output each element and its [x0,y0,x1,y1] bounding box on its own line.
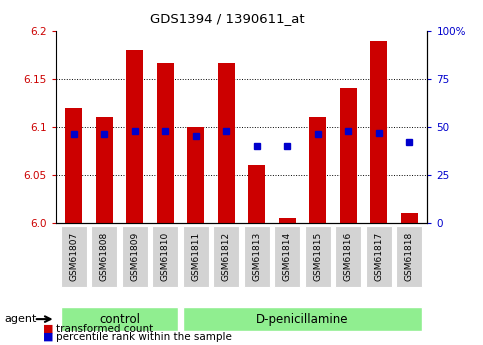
Text: percentile rank within the sample: percentile rank within the sample [56,332,231,342]
Text: transformed count: transformed count [56,324,153,334]
Bar [370,41,387,223]
Text: control: control [99,313,140,326]
Text: GSM61807: GSM61807 [70,232,78,281]
FancyBboxPatch shape [274,226,300,287]
FancyBboxPatch shape [305,226,331,287]
Text: GSM61809: GSM61809 [130,232,139,281]
Bar [96,117,113,223]
Text: GSM61814: GSM61814 [283,232,292,281]
Text: GSM61818: GSM61818 [405,232,413,281]
Text: D-penicillamine: D-penicillamine [256,313,349,326]
Bar [66,108,82,223]
Text: agent: agent [5,314,37,324]
FancyBboxPatch shape [396,226,422,287]
FancyBboxPatch shape [183,307,422,331]
Bar [340,89,356,223]
Text: GDS1394 / 1390611_at: GDS1394 / 1390611_at [150,12,304,25]
FancyBboxPatch shape [244,226,270,287]
FancyBboxPatch shape [152,226,178,287]
Bar [248,165,265,223]
FancyBboxPatch shape [91,226,117,287]
FancyBboxPatch shape [366,226,392,287]
Text: ■: ■ [43,332,54,342]
Text: GSM61812: GSM61812 [222,232,231,281]
Bar [157,63,174,223]
FancyBboxPatch shape [122,226,148,287]
FancyBboxPatch shape [213,226,239,287]
FancyBboxPatch shape [61,307,178,331]
FancyBboxPatch shape [61,226,87,287]
FancyBboxPatch shape [183,226,209,287]
Bar [401,213,417,223]
Bar [279,218,296,223]
Text: GSM61811: GSM61811 [191,232,200,281]
Bar [187,127,204,223]
Bar [218,63,235,223]
Text: ■: ■ [43,324,54,334]
Text: GSM61816: GSM61816 [344,232,353,281]
Text: GSM61808: GSM61808 [100,232,109,281]
Text: GSM61813: GSM61813 [252,232,261,281]
Bar [127,50,143,223]
FancyBboxPatch shape [335,226,361,287]
Text: GSM61817: GSM61817 [374,232,383,281]
Bar [309,117,326,223]
Text: GSM61810: GSM61810 [161,232,170,281]
Text: GSM61815: GSM61815 [313,232,322,281]
